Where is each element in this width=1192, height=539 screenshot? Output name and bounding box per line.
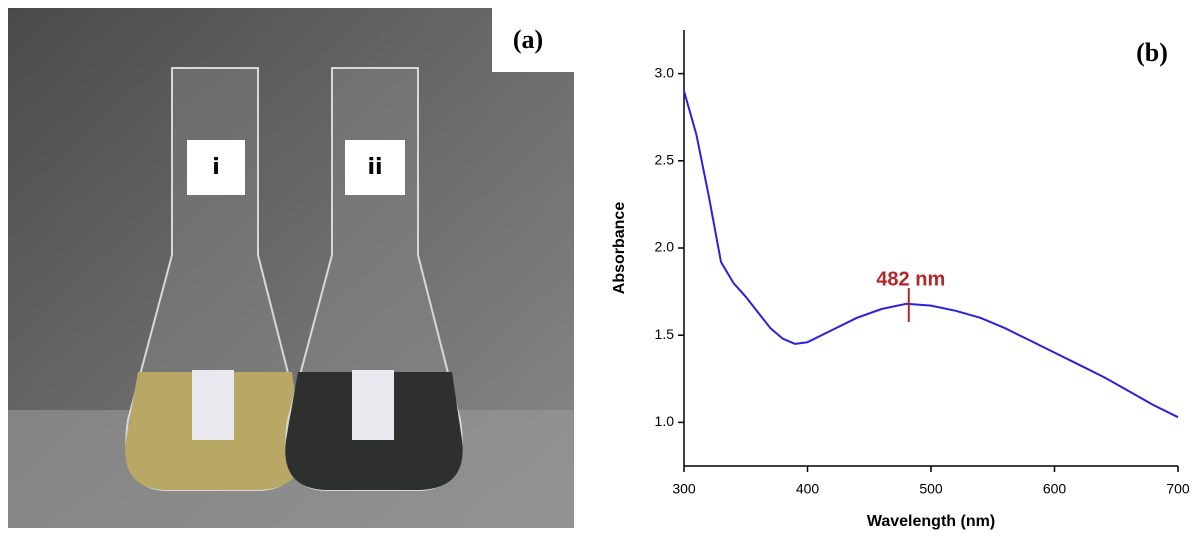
flask-label: i bbox=[212, 155, 220, 180]
y-tick-label: 1.5 bbox=[655, 326, 675, 342]
y-tick-label: 2.5 bbox=[655, 152, 675, 168]
y-tick-label: 1.0 bbox=[655, 413, 675, 429]
y-tick-label: 3.0 bbox=[655, 64, 675, 80]
x-tick-label: 300 bbox=[672, 481, 696, 497]
y-axis-title: Absorbance bbox=[611, 202, 628, 295]
flask-label: ii bbox=[367, 155, 382, 180]
label-box bbox=[345, 140, 405, 195]
label-box bbox=[187, 140, 245, 195]
x-tick-label: 600 bbox=[1043, 481, 1067, 497]
panel-label-box bbox=[492, 8, 574, 72]
peak-annotation: 482 nm bbox=[876, 268, 945, 290]
photo-panel: i ii (a) bbox=[8, 8, 574, 528]
x-axis-title: Wavelength (nm) bbox=[867, 513, 995, 530]
x-tick-label: 400 bbox=[796, 481, 820, 497]
sticker bbox=[192, 370, 234, 440]
x-tick-label: 700 bbox=[1166, 481, 1190, 497]
y-tick-label: 2.0 bbox=[655, 239, 675, 255]
panel-label: (b) bbox=[1136, 38, 1168, 67]
sticker bbox=[352, 370, 394, 440]
panel-label: (a) bbox=[513, 25, 543, 54]
spectrum-line bbox=[683, 90, 1179, 419]
x-tick-label: 500 bbox=[919, 481, 943, 497]
